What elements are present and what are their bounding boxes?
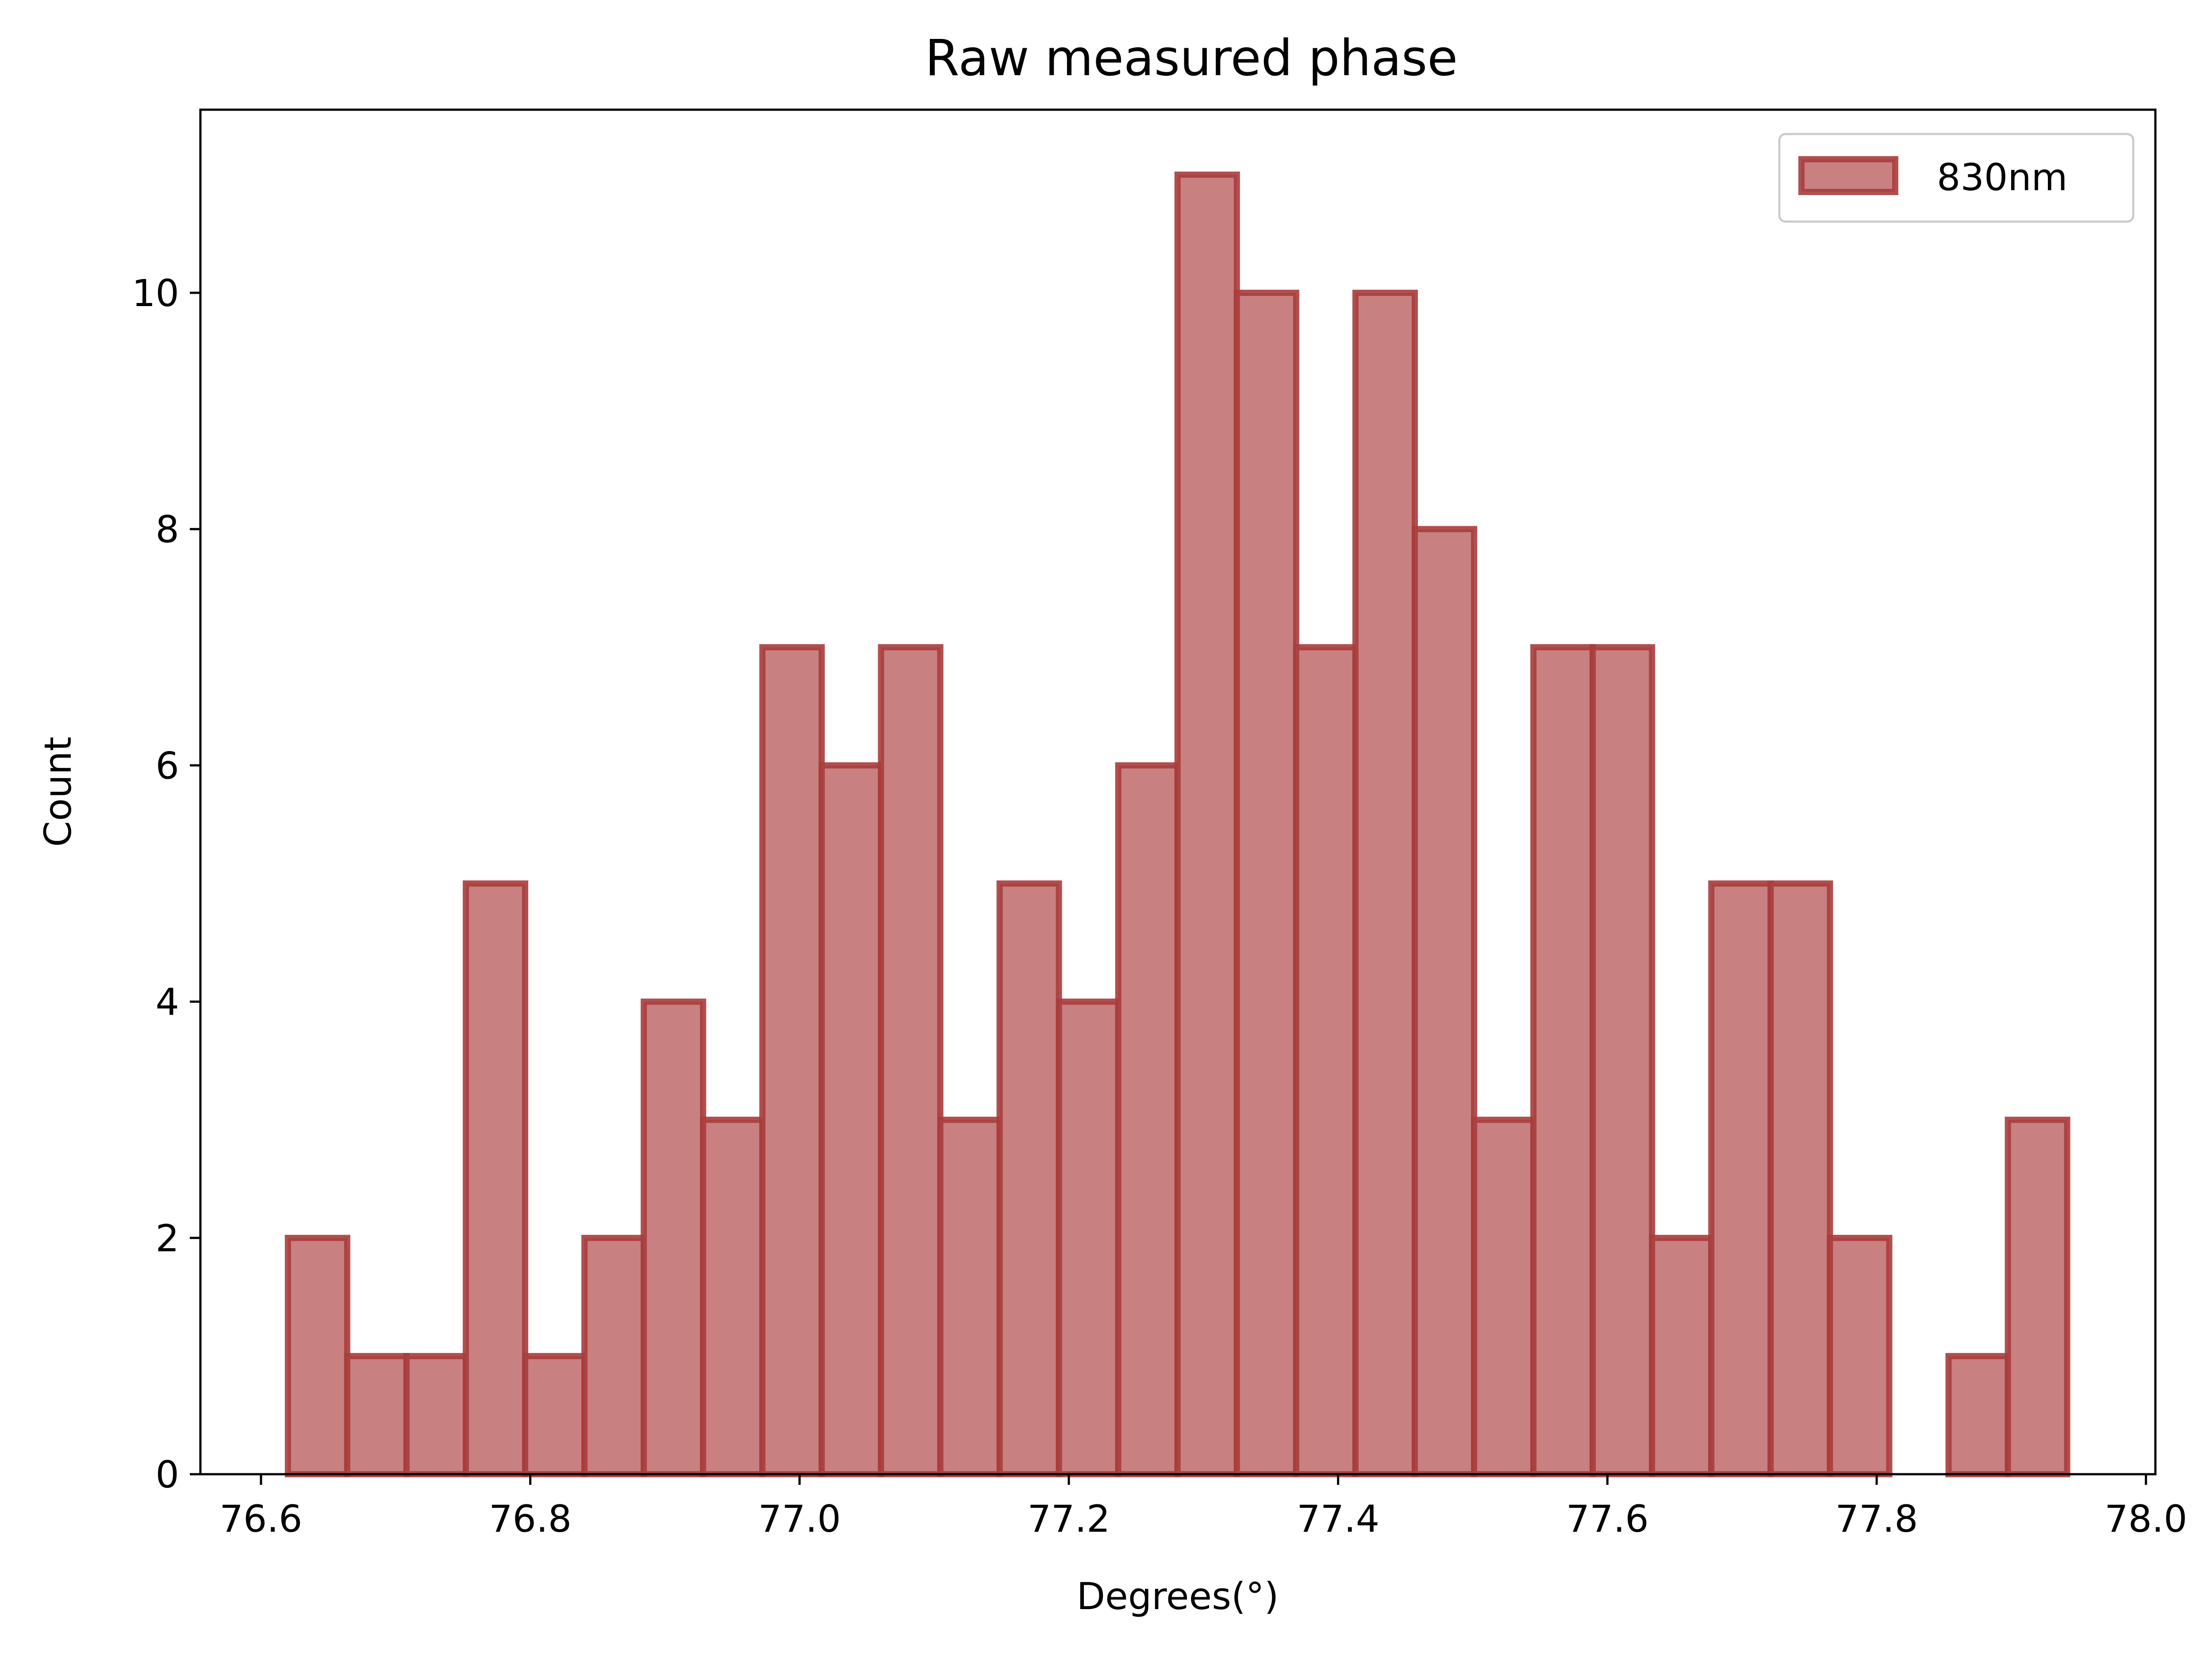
x-tick-label: 77.0 <box>758 1497 841 1541</box>
histogram-bar <box>818 762 884 1477</box>
histogram-bar <box>284 1234 350 1478</box>
y-tick-label: 6 <box>156 744 179 787</box>
histogram-bar <box>1708 880 1774 1477</box>
x-axis-ticks: 76.6 76.8 77.0 77.2 77.4 77.6 77.8 78.0 <box>219 1474 2187 1541</box>
histogram-bar <box>1411 526 1478 1477</box>
histogram-bar <box>1827 1234 1893 1478</box>
legend-label-830nm: 830nm <box>1937 156 2067 199</box>
histogram-bar <box>700 1116 766 1477</box>
histogram-bar <box>1174 171 1240 1478</box>
chart-title: Raw measured phase <box>925 30 1458 87</box>
histogram-bar <box>463 880 529 1477</box>
histogram-bar <box>1945 1353 2011 1477</box>
x-tick-label: 77.6 <box>1566 1497 1649 1541</box>
histogram-bar <box>1293 644 1359 1477</box>
y-axis-label: Count <box>36 736 80 847</box>
histogram-bar <box>1590 644 1655 1477</box>
y-tick-label: 10 <box>132 272 179 315</box>
y-tick-label: 8 <box>156 508 179 551</box>
legend: 830nm <box>1778 133 2135 223</box>
x-tick-label: 76.6 <box>219 1497 302 1541</box>
legend-swatch <box>1798 156 1898 195</box>
legend-frame <box>1778 133 2135 223</box>
plot-frame <box>199 108 2157 1476</box>
y-tick-label: 2 <box>156 1217 179 1260</box>
histogram-bar <box>759 644 825 1477</box>
histogram-bar <box>1530 644 1596 1477</box>
histogram-bar <box>1649 1234 1715 1478</box>
x-tick-label: 77.2 <box>1027 1497 1110 1541</box>
x-axis-label: Degrees(°) <box>1076 1575 1279 1618</box>
x-tick-label: 77.4 <box>1297 1497 1379 1541</box>
y-tick-label: 4 <box>156 981 179 1024</box>
histogram-bar <box>403 1353 469 1477</box>
histogram-bar <box>1471 1116 1537 1477</box>
y-tick-label: 0 <box>156 1453 179 1496</box>
histogram-bar <box>1115 762 1181 1477</box>
x-tick-label: 77.8 <box>1836 1497 1918 1541</box>
histogram-bar <box>1352 290 1418 1477</box>
histogram-bar <box>996 880 1062 1477</box>
histogram-bar <box>937 1116 1003 1477</box>
histogram-bar <box>1233 290 1299 1477</box>
histogram-bar <box>522 1353 588 1477</box>
histogram-bar <box>641 998 707 1478</box>
histogram-bar <box>878 644 944 1477</box>
histogram-bar <box>344 1353 410 1477</box>
bars-layer <box>284 171 2070 1478</box>
x-tick-label: 78.0 <box>2104 1497 2187 1541</box>
y-axis-ticks: 0 2 4 6 8 10 <box>132 272 200 1496</box>
histogram-bar <box>1767 880 1833 1477</box>
histogram-bar <box>581 1234 647 1478</box>
histogram-bar <box>1056 998 1121 1478</box>
x-tick-label: 76.8 <box>489 1497 572 1541</box>
histogram-bar <box>2005 1116 2070 1477</box>
